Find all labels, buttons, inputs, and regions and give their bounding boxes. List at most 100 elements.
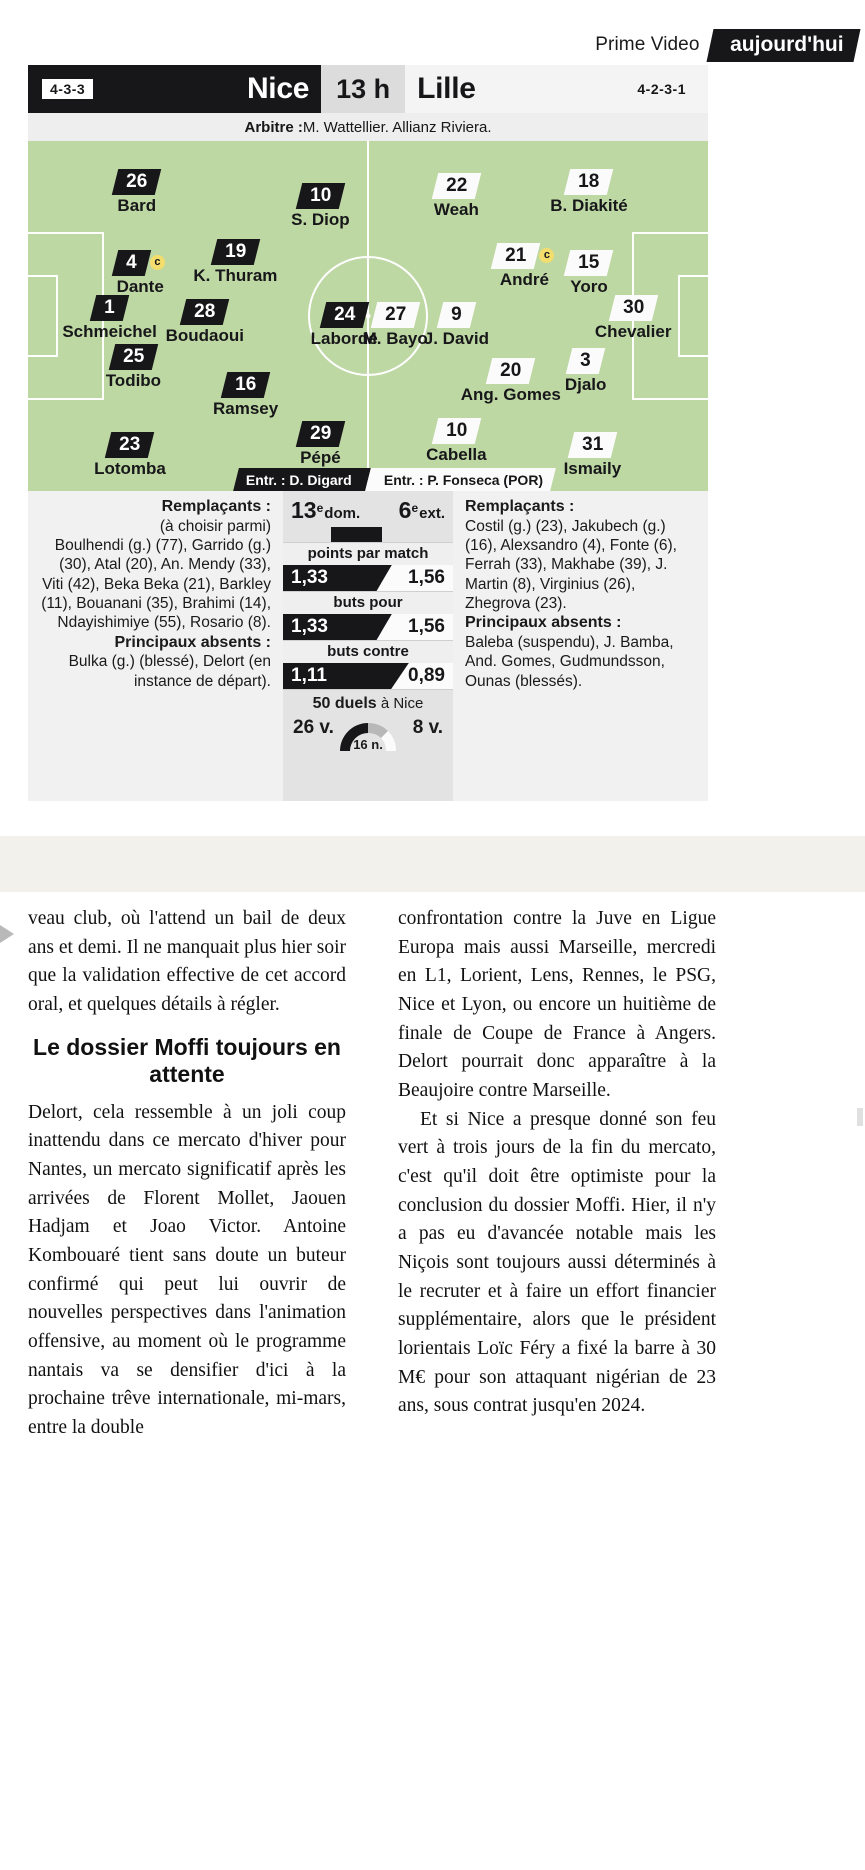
player-marker: 31 Ismaily — [527, 431, 657, 479]
stat-bar-home — [283, 663, 409, 689]
player-marker: 30 Chevalier — [568, 295, 698, 342]
home-rank-sup: e — [316, 501, 324, 515]
stat-bar-home — [283, 614, 392, 640]
player-number-wrap: 23 — [105, 431, 155, 458]
article-subheading: Le dossier Moffi toujours en attente — [33, 1033, 341, 1088]
player-number: 16 — [220, 372, 271, 398]
player-number: 26 — [111, 169, 162, 195]
player-marker: 19 K. Thuram — [170, 239, 300, 286]
player-marker: 27 M. Bayo — [330, 302, 460, 349]
player-number-wrap: 30 — [608, 295, 658, 321]
referee-bar: Arbitre : M. Wattellier. Allianz Riviera… — [28, 113, 708, 141]
center-spot — [365, 313, 371, 319]
home-team-block: 4-3-3 Nice — [28, 65, 322, 113]
stat-value-row: 1,33 1,56 — [283, 565, 453, 591]
captain-badge-icon: c — [539, 248, 555, 263]
home-subs-title: Remplaçants : — [161, 498, 271, 515]
duels-away-value: 8 v. — [412, 717, 443, 738]
stat-away-value: 1,56 — [408, 567, 445, 588]
goal-box-left — [28, 275, 58, 357]
player-name: Chevalier — [594, 322, 672, 341]
home-coach-label: Entr. : D. Digard — [233, 468, 371, 491]
stat-rows: points par match 1,33 1,56 buts pour 1,33 1,5… — [283, 542, 453, 689]
player-name: Lotomba — [94, 458, 166, 478]
player-number: 10 — [431, 417, 482, 444]
player-name: Bard — [117, 196, 157, 215]
player-number-wrap: 26 — [111, 169, 162, 195]
player-name: Cabella — [426, 444, 487, 464]
player-marker: 18 B. Diakité — [524, 169, 654, 216]
duels-row: 26 v. 16 n. 8 v. — [283, 715, 453, 761]
player-number: 19 — [210, 239, 261, 265]
duels-count: 50 duels — [312, 695, 377, 712]
player-name: Ismaily — [563, 458, 622, 478]
home-subs-list: Boulhendi (g.) (77), Garrido (g.) (30), … — [41, 536, 271, 632]
home-subs-note: (à choisir parmi) — [159, 517, 271, 535]
player-number-wrap: 25 — [108, 344, 159, 370]
player-marker: 20 Ang. Gomes — [446, 358, 576, 405]
player-name: Todibo — [105, 371, 162, 390]
player-marker: 3 Djalo — [521, 347, 651, 395]
player-marker: 9 J. David — [391, 302, 521, 349]
player-number-wrap: 10 — [431, 417, 482, 444]
broadcast-channel: Prime Video — [595, 34, 700, 55]
player-marker: 21 c André — [459, 242, 589, 290]
stat-value-row: 1,33 1,56 — [283, 614, 453, 640]
rank-bar — [283, 527, 453, 542]
player-number: 29 — [295, 421, 346, 447]
player-name: Djalo — [564, 374, 607, 394]
article-left-para-1: veau club, où l'attend un bail de deux a… — [28, 908, 346, 1015]
home-formation-chip: 4-3-3 — [42, 79, 94, 99]
away-coach-text: Entr. : P. Fonseca (POR) — [384, 471, 544, 488]
away-absents-list: Baleba (suspendu), J. Bamba, And. Gomes,… — [465, 633, 674, 690]
today-badge: aujourd'hui — [706, 28, 861, 62]
article-column-right: confrontation contre la Juve en Ligue Eu… — [398, 905, 716, 1443]
home-absents-title: Principaux absents : — [114, 633, 272, 651]
player-name: J. David — [423, 329, 489, 348]
away-rank-number: 6 — [398, 497, 412, 523]
player-number: 31 — [567, 431, 618, 458]
player-name: Weah — [433, 199, 479, 219]
player-number-wrap: 29 — [295, 421, 346, 447]
rank-row: 13edom. 6eext. — [283, 495, 453, 524]
player-number-wrap: 10 — [295, 183, 346, 209]
home-rank-label: dom. — [324, 505, 361, 522]
stat-label: buts pour — [283, 591, 453, 614]
away-rank-label: ext. — [419, 505, 445, 522]
home-team-name: Nice — [246, 72, 310, 105]
player-name: B. Diakité — [550, 196, 628, 215]
player-number: 20 — [485, 358, 536, 384]
away-subs-title: Remplaçants : — [465, 498, 575, 515]
player-name: Boudaoui — [165, 325, 244, 345]
player-number: 9 — [436, 302, 476, 328]
player-number: 10 — [295, 183, 346, 209]
player-number: 23 — [105, 431, 155, 458]
player-name: Pépé — [300, 448, 341, 467]
away-rank: 6eext. — [399, 497, 445, 524]
stat-home-value: 1,33 — [291, 567, 328, 588]
away-rank-sup: e — [411, 501, 419, 515]
player-number: 22 — [431, 172, 482, 199]
player-name: Yoro — [570, 276, 608, 296]
article-body: veau club, où l'attend un bail de deux a… — [28, 905, 838, 1443]
article-column-left: veau club, où l'attend un bail de deux a… — [28, 905, 346, 1443]
player-number-wrap: 16 — [220, 372, 271, 398]
stat-home-value: 1,33 — [291, 616, 328, 637]
player-number: 21 — [491, 242, 541, 269]
captain-badge-icon: c — [149, 255, 165, 270]
home-absents-list: Bulka (g.) (blessé), Delort (en instance… — [68, 653, 271, 690]
player-marker: 16 Ramsey — [181, 372, 311, 419]
player-marker: 25 Todibo — [68, 344, 198, 391]
pitch: 1 Schmeichel 26 Bard 4 c Dante 25 Todibo 23 Lotomb… — [28, 141, 708, 491]
player-name: K. Thuram — [193, 266, 278, 285]
away-absents-title: Principaux absents : — [465, 614, 622, 632]
player-marker: 15 Yoro — [524, 249, 654, 297]
player-name: Dante — [116, 276, 164, 296]
duels-title-rest: à Nice — [376, 695, 424, 712]
referee-value: M. Wattellier. Allianz Riviera. — [302, 118, 492, 136]
player-number-wrap: 18 — [564, 169, 614, 195]
article-right-para-1: confrontation contre la Juve en Ligue Eu… — [398, 908, 716, 1101]
duels-title: 50 duels à Nice — [283, 689, 453, 715]
